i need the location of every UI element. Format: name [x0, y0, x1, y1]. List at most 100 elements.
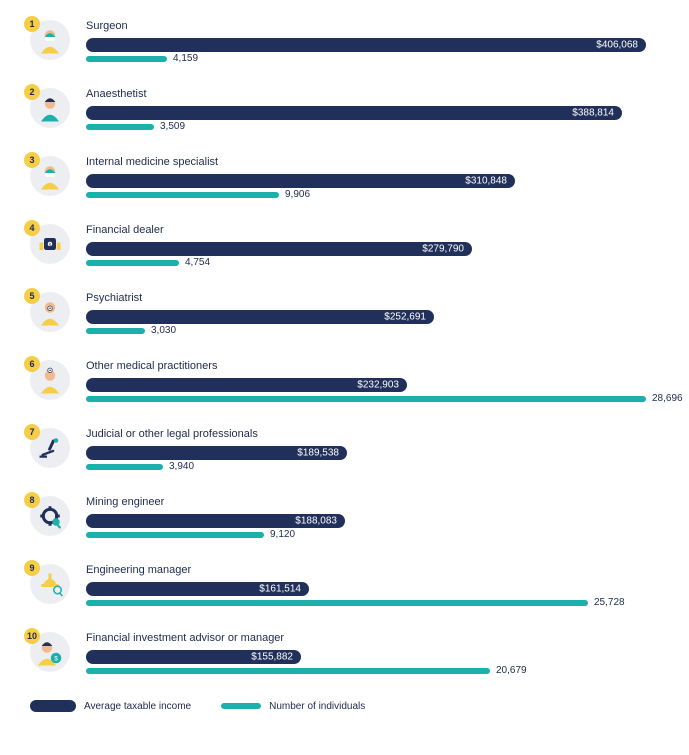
count-bar-wrap: 4,754	[86, 260, 659, 270]
occupation-title: Internal medicine specialist	[86, 156, 659, 168]
count-bar-wrap: 3,030	[86, 328, 659, 338]
rank-badge: 8	[24, 492, 40, 508]
occupation-content: Internal medicine specialist $310,848 9,90…	[86, 156, 659, 202]
rank-badge: 5	[24, 288, 40, 304]
count-bar-wrap: 4,159	[86, 56, 659, 66]
occupation-content: Psychiatrist $252,691 3,030	[86, 292, 659, 338]
count-bar-wrap: 28,696	[86, 396, 659, 406]
count-value-label: 4,159	[173, 53, 198, 64]
count-value-label: 25,728	[594, 597, 625, 608]
rank-icon-column: 4$	[30, 224, 86, 264]
occupation-title: Judicial or other legal professionals	[86, 428, 659, 440]
income-value-label: $161,514	[259, 584, 301, 595]
rank-badge: 3	[24, 152, 40, 168]
income-value-label: $189,538	[297, 448, 339, 459]
occupation-title: Mining engineer	[86, 496, 659, 508]
income-value-label: $188,083	[295, 516, 337, 527]
income-value-label: $279,790	[422, 244, 464, 255]
legend-label-count: Number of individuals	[269, 701, 365, 712]
count-bar	[86, 124, 154, 130]
count-value-label: 28,696	[652, 393, 683, 404]
income-bar: $188,083	[86, 514, 345, 528]
income-bar: $388,814	[86, 106, 622, 120]
income-value-label: $406,068	[596, 40, 638, 51]
legend-swatch-income	[30, 700, 76, 712]
occupation-title: Anaesthetist	[86, 88, 659, 100]
count-bar	[86, 396, 646, 402]
count-bar	[86, 600, 588, 606]
occupation-row: 2Anaesthetist $388,8143,509	[30, 88, 659, 134]
occupation-title: Financial dealer	[86, 224, 659, 236]
rank-icon-column: 2	[30, 88, 86, 128]
rank-icon-column: 1	[30, 20, 86, 60]
occupation-title: Financial investment advisor or manager	[86, 632, 659, 644]
count-bar	[86, 464, 163, 470]
count-value-label: 9,120	[270, 529, 295, 540]
count-bar	[86, 328, 145, 334]
income-value-label: $310,848	[465, 176, 507, 187]
count-bar	[86, 532, 264, 538]
occupation-content: Mining engineer $188,0839,120	[86, 496, 659, 542]
count-bar-wrap: 9,906	[86, 192, 659, 202]
income-bar-wrap: $388,814	[86, 106, 659, 120]
occupation-title: Psychiatrist	[86, 292, 659, 304]
occupation-content: Judicial or other legal professionals $18…	[86, 428, 659, 474]
occupation-title: Surgeon	[86, 20, 659, 32]
income-bar: $310,848	[86, 174, 515, 188]
income-bar: $279,790	[86, 242, 472, 256]
rank-icon-column: 6	[30, 360, 86, 400]
legend-label-income: Average taxable income	[84, 701, 191, 712]
rank-icon-column: 8	[30, 496, 86, 536]
occupation-row: 10$Financial investment advisor or manag…	[30, 632, 659, 678]
income-bar-wrap: $188,083	[86, 514, 659, 528]
income-value-label: $155,882	[251, 652, 293, 663]
income-bar-wrap: $232,903	[86, 378, 659, 392]
occupation-content: Anaesthetist $388,8143,509	[86, 88, 659, 134]
count-bar	[86, 192, 279, 198]
rank-badge: 1	[24, 16, 40, 32]
income-bar-wrap: $406,068	[86, 38, 659, 52]
count-bar-wrap: 9,120	[86, 532, 659, 542]
income-bar: $252,691	[86, 310, 434, 324]
count-bar-wrap: 25,728	[86, 600, 659, 610]
income-bar: $161,514	[86, 582, 309, 596]
income-bar-wrap: $189,538	[86, 446, 659, 460]
occupation-row: 8Mining engineer $188,0839,120	[30, 496, 659, 542]
count-value-label: 3,509	[160, 121, 185, 132]
income-bar: $406,068	[86, 38, 646, 52]
rank-icon-column: 10$	[30, 632, 86, 672]
count-bar	[86, 260, 179, 266]
count-value-label: 20,679	[496, 665, 527, 676]
rank-badge: 2	[24, 84, 40, 100]
income-bar: $189,538	[86, 446, 347, 460]
income-bar-wrap: $155,882	[86, 650, 659, 664]
count-value-label: 3,030	[151, 325, 176, 336]
count-bar	[86, 56, 167, 62]
rank-icon-column: 5	[30, 292, 86, 332]
income-value-label: $252,691	[384, 312, 426, 323]
count-bar	[86, 668, 490, 674]
count-value-label: 3,940	[169, 461, 194, 472]
count-bar-wrap: 3,509	[86, 124, 659, 134]
rank-badge: 9	[24, 560, 40, 576]
occupation-content: Other medical practitioners$232,90328,69…	[86, 360, 659, 406]
rank-icon-column: 7	[30, 428, 86, 468]
occupation-content: Financial investment advisor or manager $…	[86, 632, 659, 678]
occupation-content: Engineering manager $161,514 25,728	[86, 564, 659, 610]
occupation-income-chart: 1Surgeon $406,068 4,159 2Anaesthetist $388,8…	[30, 20, 659, 678]
occupation-content: Financial dealer $279,790 4,754	[86, 224, 659, 270]
income-bar-wrap: $161,514	[86, 582, 659, 596]
legend-item-income: Average taxable income	[30, 700, 191, 712]
occupation-row: 3Internal medicine specialist$310,8489,9…	[30, 156, 659, 202]
occupation-row: 9Engineering manager $161,514 25,728	[30, 564, 659, 610]
rank-icon-column: 9	[30, 564, 86, 604]
count-bar-wrap: 20,679	[86, 668, 659, 678]
occupation-content: Surgeon $406,068 4,159	[86, 20, 659, 66]
occupation-row: 7Judicial or other legal professionals $1…	[30, 428, 659, 474]
income-bar-wrap: $310,848	[86, 174, 659, 188]
legend-swatch-count	[221, 703, 261, 709]
count-bar-wrap: 3,940	[86, 464, 659, 474]
occupation-row: 1Surgeon $406,068 4,159	[30, 20, 659, 66]
income-bar-wrap: $279,790	[86, 242, 659, 256]
occupation-title: Engineering manager	[86, 564, 659, 576]
